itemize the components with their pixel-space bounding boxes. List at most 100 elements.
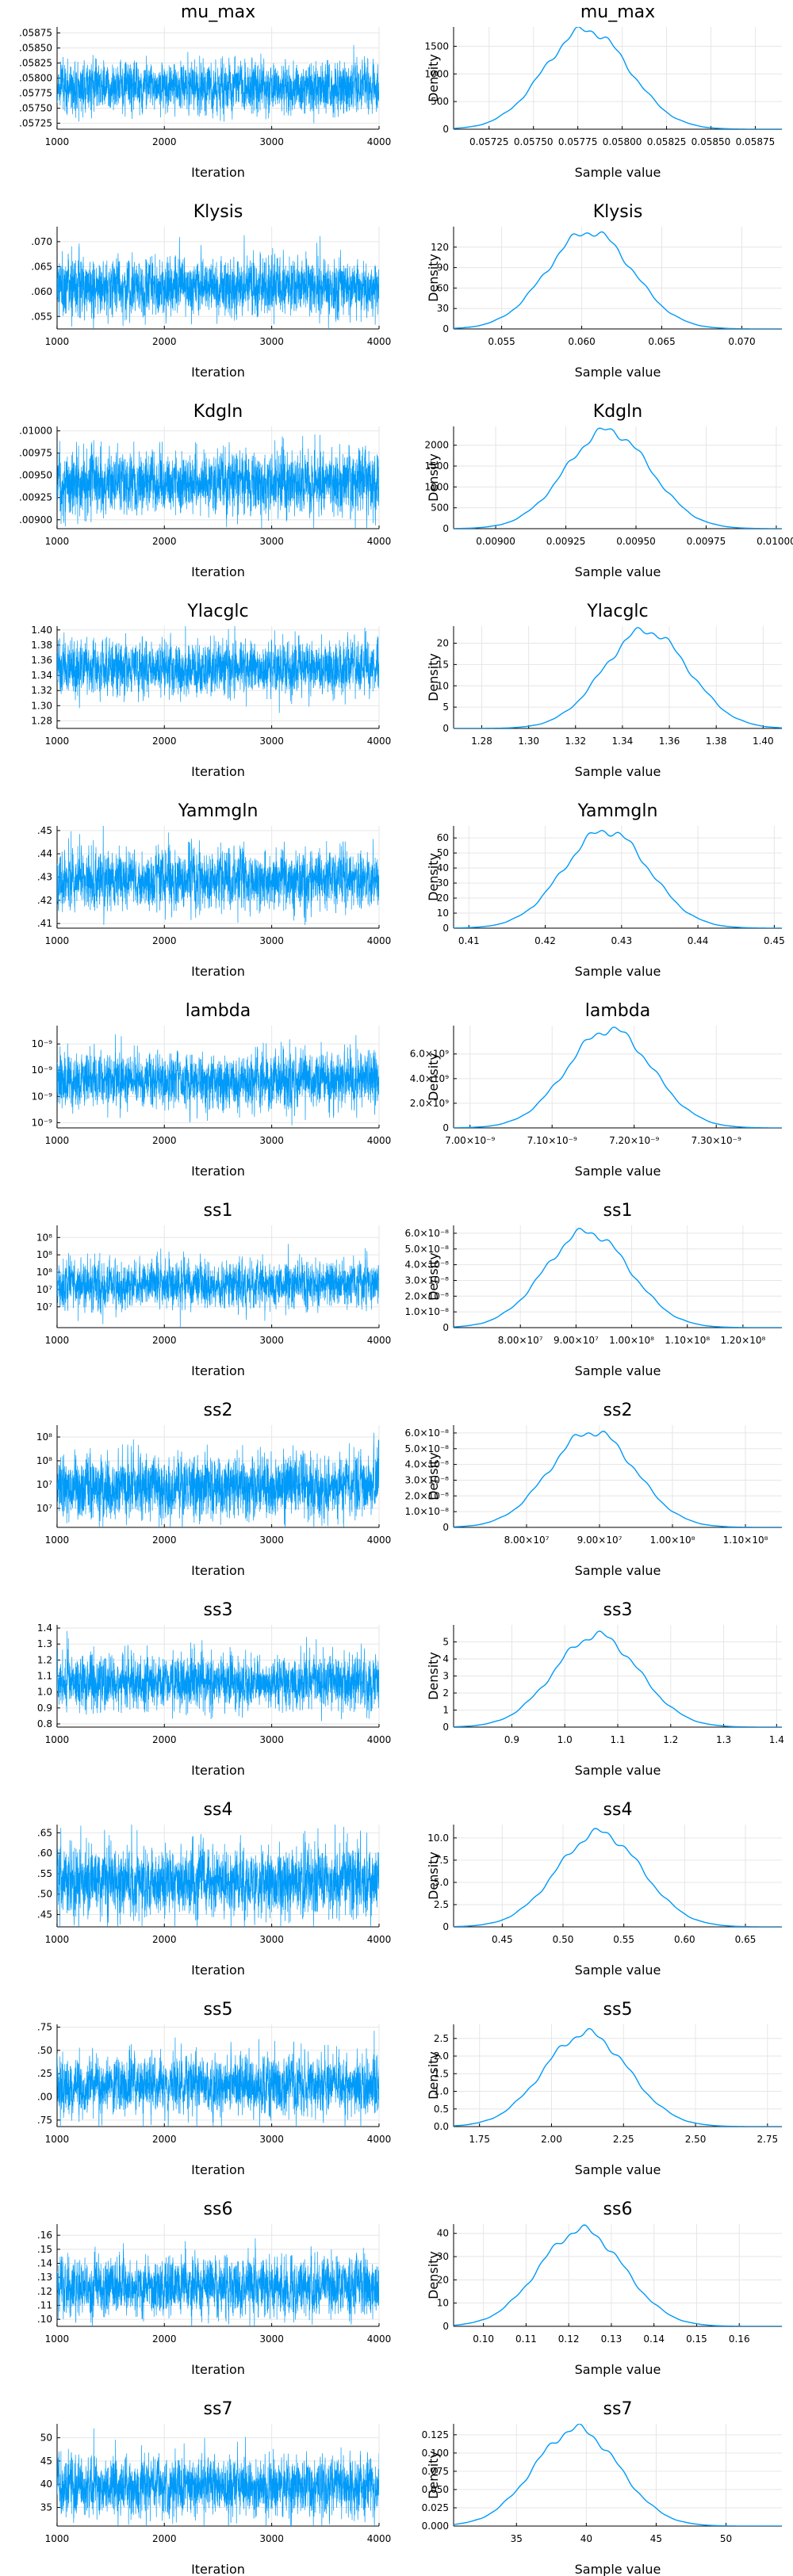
density-title: ss5 bbox=[603, 2000, 633, 2020]
row-Kdgln: 1000 2000 3000 4000 .00900 .00925 .00950 .00975… bbox=[19, 402, 793, 579]
trace-title: Yammgln bbox=[178, 801, 259, 821]
trace-title: ss2 bbox=[204, 1401, 233, 1420]
y-tick-label: 3 bbox=[442, 1671, 449, 1682]
density-panel-lambda: 7.00×10⁻⁹ 7.10×10⁻⁹ 7.20×10⁻⁹ 7.30×10⁻⁹ 0 2.0… bbox=[410, 1001, 782, 1179]
x-tick-label: 1.10×10⁸ bbox=[665, 1335, 710, 1346]
x-tick-label: 1000 bbox=[45, 2134, 70, 2145]
density-panel-ss6: 0.10 0.11 0.12 0.13 0.14 0.15 0.16 0 10 20 30 40 ss6… bbox=[426, 2200, 782, 2377]
y-axis-label: Density bbox=[426, 1252, 441, 1301]
y-tick-label: 20 bbox=[437, 892, 449, 904]
trace-panel-mu_max: 1000 2000 3000 4000 .05725 .05750 .05775 .05800… bbox=[19, 2, 391, 180]
y-tick-label: 5.0×10⁻⁸ bbox=[404, 1244, 449, 1255]
x-axis-label: Iteration bbox=[191, 764, 245, 779]
density-series-line bbox=[454, 231, 782, 329]
x-tick-label: 2000 bbox=[152, 336, 177, 347]
y-tick-label: 50 bbox=[40, 2433, 52, 2444]
x-tick-label: 0.01000 bbox=[757, 536, 793, 547]
y-tick-label: 0.8 bbox=[37, 1718, 52, 1729]
x-tick-label: 0.05725 bbox=[469, 136, 509, 147]
trace-series-line bbox=[57, 1432, 379, 1527]
y-tick-label: .65 bbox=[37, 1827, 52, 1838]
x-tick-label: 40 bbox=[580, 2533, 592, 2544]
x-tick-label: 1.20×10⁸ bbox=[720, 1335, 765, 1346]
x-tick-label: 1000 bbox=[45, 1934, 70, 1945]
y-tick-label: 30 bbox=[437, 877, 449, 889]
y-axis-label: Density bbox=[426, 2251, 441, 2299]
density-panel-ss5: 1.75 2.00 2.25 2.50 2.75 0.0 0.5 1.0 1.5 2.0 2.5 ss… bbox=[426, 2000, 782, 2177]
density-title: ss3 bbox=[603, 1600, 633, 1620]
density-panel-Ylacglc: 1.28 1.30 1.32 1.34 1.36 1.38 1.40 0 5 10 15 20 Ylac… bbox=[426, 602, 782, 779]
density-title: ss4 bbox=[603, 1800, 633, 1820]
trace-series-line bbox=[57, 44, 379, 124]
trace-title: ss6 bbox=[204, 2200, 233, 2219]
y-tick-label: .43 bbox=[37, 872, 52, 883]
y-tick-label: .10 bbox=[37, 2314, 52, 2325]
density-series-line bbox=[454, 2028, 782, 2127]
y-tick-label: 5.0 bbox=[434, 1877, 449, 1888]
x-axis-label: Sample value bbox=[575, 2562, 661, 2576]
x-axis-label: Sample value bbox=[575, 1363, 661, 1378]
density-panel-Kdgln: 0.00900 0.00925 0.00950 0.00975 0.01000 0 500 1… bbox=[424, 402, 793, 579]
x-tick-label: 2000 bbox=[152, 1734, 177, 1745]
y-tick-label: .00925 bbox=[19, 492, 52, 503]
x-tick-label: 2.25 bbox=[613, 2134, 634, 2145]
y-tick-label: 1.1 bbox=[37, 1671, 52, 1682]
x-tick-label: 0.9 bbox=[504, 1734, 519, 1745]
x-tick-label: 3000 bbox=[259, 1535, 284, 1546]
row-Ylacglc: 1000 2000 3000 4000 1.28 1.30 1.32 1.34 1.36 1.38… bbox=[31, 602, 782, 779]
x-tick-label: 3000 bbox=[259, 2333, 284, 2345]
x-axis-label: Iteration bbox=[191, 1763, 245, 1778]
y-tick-label: 20 bbox=[437, 638, 449, 649]
x-tick-label: 1000 bbox=[45, 336, 70, 347]
y-tick-label: 60 bbox=[437, 832, 449, 843]
y-tick-label: .05725 bbox=[19, 117, 52, 128]
y-tick-label: 0 bbox=[442, 124, 449, 135]
x-axis-label: Iteration bbox=[191, 1363, 245, 1378]
y-tick-label: 50 bbox=[437, 847, 449, 858]
y-tick-label: 40 bbox=[437, 2228, 449, 2239]
x-tick-label: 4000 bbox=[367, 1135, 392, 1146]
density-panel-ss1: 8.00×10⁷ 9.00×10⁷ 1.00×10⁸ 1.10×10⁸ 1.20×10⁸… bbox=[404, 1201, 782, 1378]
y-tick-label: 1.0×10⁻⁸ bbox=[404, 1306, 449, 1317]
x-tick-label: 2000 bbox=[152, 2134, 177, 2145]
x-tick-label: 1.32 bbox=[565, 736, 586, 747]
y-tick-label: .055 bbox=[31, 311, 52, 322]
x-tick-label: 0.00975 bbox=[687, 536, 726, 547]
x-tick-label: 4000 bbox=[367, 2533, 392, 2544]
y-axis-label: Density bbox=[426, 1852, 441, 1900]
density-series-line bbox=[454, 830, 782, 928]
y-tick-label: 45 bbox=[40, 2456, 52, 2467]
y-axis-label: Density bbox=[426, 1652, 441, 1700]
x-tick-label: 1.75 bbox=[469, 2134, 490, 2145]
row-mu_max: 1000 2000 3000 4000 .05725 .05750 .05775 .05800… bbox=[19, 2, 782, 180]
y-tick-label: 0 bbox=[442, 2321, 449, 2332]
x-tick-label: 0.15 bbox=[686, 2333, 707, 2345]
density-title: Ylacglc bbox=[586, 602, 648, 621]
y-tick-label: .44 bbox=[37, 848, 52, 859]
y-axis-label: Density bbox=[426, 653, 441, 701]
y-tick-label: 6.0×10⁹ bbox=[410, 1049, 449, 1060]
x-tick-label: 7.30×10⁻⁹ bbox=[691, 1135, 741, 1146]
y-tick-label: .45 bbox=[37, 825, 52, 836]
x-axis-label: Iteration bbox=[191, 165, 245, 180]
x-tick-label: 0.41 bbox=[458, 935, 480, 946]
density-series-line bbox=[454, 27, 782, 129]
x-tick-label: 1000 bbox=[45, 1734, 70, 1745]
x-tick-label: 0.05825 bbox=[647, 136, 687, 147]
row-ss3: 1000 2000 3000 4000 0.8 0.9 1.0 1.1 1.2 1.3 1.4 ss3… bbox=[37, 1600, 784, 1778]
x-tick-label: 0.060 bbox=[568, 336, 595, 347]
x-tick-label: 2000 bbox=[152, 136, 177, 147]
y-tick-label: 1.28 bbox=[31, 715, 52, 726]
density-series-line bbox=[454, 1431, 782, 1527]
x-tick-label: 7.10×10⁻⁹ bbox=[527, 1135, 577, 1146]
y-tick-label: 2.0×10⁻⁸ bbox=[404, 1290, 449, 1301]
y-tick-label: 4.0×10⁹ bbox=[410, 1073, 449, 1084]
x-tick-label: 50 bbox=[720, 2533, 732, 2544]
y-tick-label: 10⁸ bbox=[36, 1431, 52, 1443]
y-axis-label: Density bbox=[426, 2451, 441, 2499]
y-tick-label: .05875 bbox=[19, 28, 52, 39]
x-tick-label: 0.44 bbox=[688, 935, 709, 946]
x-tick-label: 0.65 bbox=[735, 1934, 757, 1945]
x-tick-label: 0.10 bbox=[473, 2333, 494, 2345]
